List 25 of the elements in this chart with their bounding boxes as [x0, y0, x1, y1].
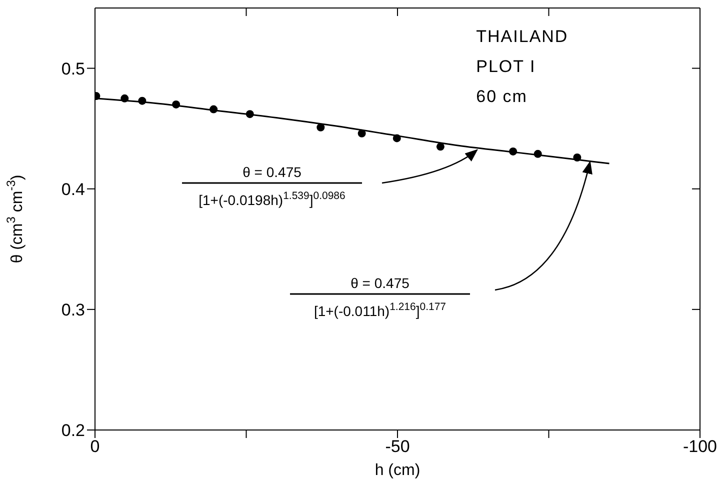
point — [509, 147, 518, 156]
point — [120, 94, 129, 102]
x-tick-label: -100 — [682, 437, 718, 456]
y-tick-label: 0.5 — [61, 59, 85, 78]
point — [392, 134, 401, 142]
point — [172, 100, 180, 108]
annotation: THAILAND — [476, 26, 568, 46]
point — [358, 129, 366, 138]
annotation: θ = 0.475 [1+(-0.011h)$^{1.216}$]$^{0.177}$ — [314, 275, 446, 319]
y-tick-label: 0.3 — [61, 300, 85, 320]
point — [436, 142, 444, 151]
point — [210, 105, 218, 114]
y-tick-label: 0.4 — [61, 180, 85, 199]
x-tick-label: 0 — [90, 437, 100, 456]
x-tick-label: -50 — [385, 437, 410, 456]
annotation: PLOT I — [476, 56, 536, 76]
annotation: θ = 0.475 [1+(-0.0198h)$^{1.539}$]$^{0.0986}$ — [198, 164, 346, 208]
point — [573, 154, 582, 162]
point — [534, 150, 542, 158]
point — [316, 123, 325, 132]
point — [246, 110, 254, 118]
y-tick-label: 0.2 — [61, 421, 85, 440]
point — [138, 96, 146, 105]
annotation: 60 cm — [476, 86, 528, 106]
x-axis-title: h (cm) — [374, 462, 420, 479]
